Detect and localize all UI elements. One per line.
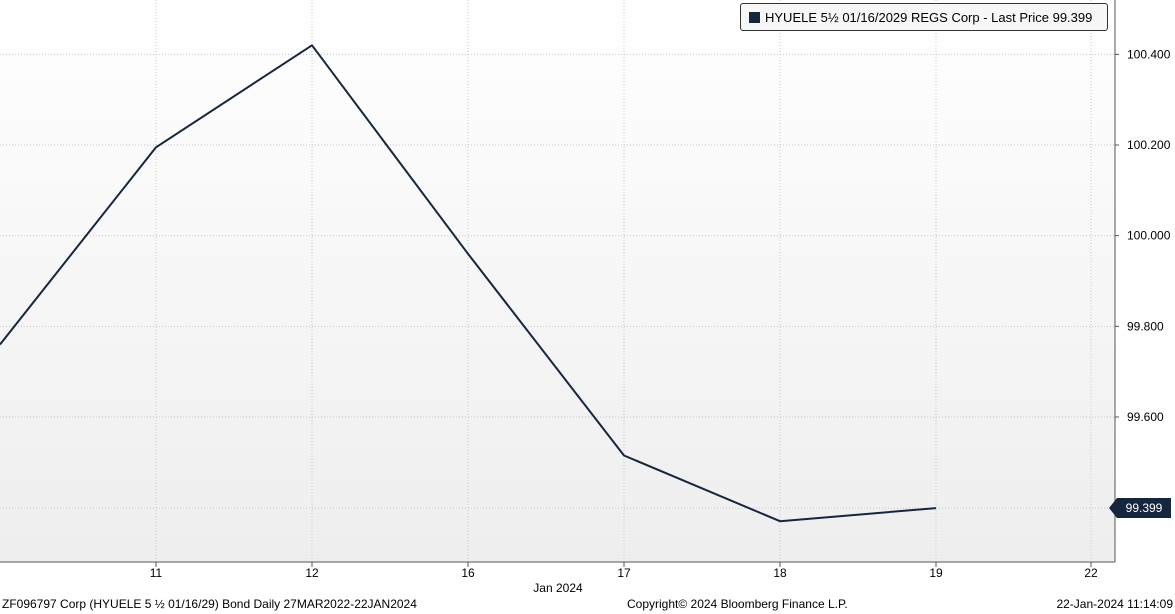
x-tick-label: 18 bbox=[773, 566, 787, 580]
legend-swatch bbox=[749, 11, 760, 23]
x-tick-label: 16 bbox=[461, 566, 475, 580]
x-axis-label: Jan 2024 bbox=[533, 581, 583, 595]
series-group bbox=[0, 44, 937, 523]
footer-security-info: ZF096797 Corp (HYUELE 5 ½ 01/16/29) Bond… bbox=[2, 597, 417, 611]
x-tick-label: 17 bbox=[617, 566, 631, 580]
legend-label: HYUELE 5½ 01/16/2029 REGS Corp - Last Pr… bbox=[765, 9, 1093, 25]
last-price-tag: 99.399 bbox=[1109, 498, 1171, 519]
y-tick-label: 100.000 bbox=[1127, 229, 1171, 243]
footer-timestamp: 22-Jan-2024 11:14:09 bbox=[1056, 597, 1173, 611]
x-tick-label: 11 bbox=[150, 566, 163, 580]
footer-copyright: Copyright© 2024 Bloomberg Finance L.P. bbox=[627, 597, 848, 611]
x-tick-label: 12 bbox=[305, 566, 319, 580]
x-tick-label: 22 bbox=[1084, 566, 1098, 580]
plot-area bbox=[0, 0, 1115, 562]
y-tick-label: 99.800 bbox=[1127, 319, 1164, 333]
y-axis-ticks: 99.600 99.800 100.000 100.200 100.400 bbox=[1115, 47, 1171, 424]
y-tick-label: 100.200 bbox=[1127, 138, 1171, 152]
x-tick-label: 19 bbox=[929, 566, 943, 580]
y-tick-label: 99.600 bbox=[1127, 410, 1164, 424]
x-axis-ticks: 11 12 16 17 18 19 22 bbox=[150, 562, 1098, 580]
x-grid bbox=[155, 0, 1092, 562]
y-tick-label: 100.400 bbox=[1127, 47, 1171, 61]
legend: HYUELE 5½ 01/16/2029 REGS Corp - Last Pr… bbox=[740, 3, 1108, 31]
